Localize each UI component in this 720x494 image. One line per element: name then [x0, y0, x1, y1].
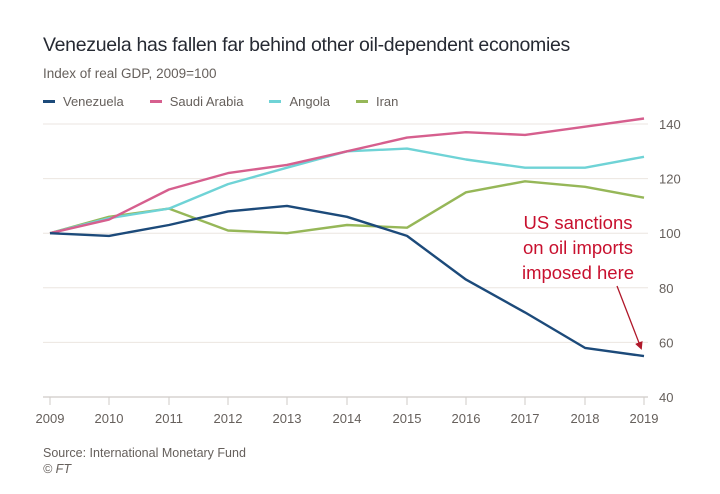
x-tick-label: 2014 — [333, 411, 362, 426]
y-tick-label: 80 — [659, 281, 673, 296]
chart-subtitle: Index of real GDP, 2009=100 — [43, 66, 217, 81]
x-tick-label: 2016 — [452, 411, 481, 426]
annotation-line-3: imposed here — [522, 262, 634, 283]
x-tick-label: 2015 — [393, 411, 422, 426]
legend-label: Venezuela — [63, 94, 124, 109]
x-tick-label: 2011 — [155, 411, 183, 426]
y-axis: 40 60 80 100 120 140 — [659, 117, 681, 405]
source-note: Source: International Monetary Fund — [43, 446, 246, 460]
legend-swatch-iran — [355, 100, 368, 103]
legend-swatch-saudi-arabia — [149, 100, 162, 103]
annotation: US sanctions on oil imports imposed here — [522, 212, 643, 350]
annotation-line-1: US sanctions — [524, 212, 633, 233]
annotation-arrow — [616, 285, 643, 350]
legend-label: Saudi Arabia — [169, 94, 244, 109]
copyright: © FT — [43, 462, 71, 476]
annotation-line-2: on oil imports — [523, 237, 633, 258]
legend-item-venezuela: Venezuela — [43, 94, 124, 109]
series-line-saudi-arabia — [49, 117, 645, 235]
y-tick-label: 140 — [659, 117, 681, 132]
x-tick-label: 2012 — [214, 411, 243, 426]
y-tick-label: 120 — [659, 172, 681, 187]
legend: Venezuela Saudi Arabia Angola Iran — [43, 94, 398, 109]
series-lines — [49, 117, 645, 358]
x-tick-label: 2018 — [571, 411, 600, 426]
x-tick-label: 2013 — [273, 411, 302, 426]
y-tick-label: 60 — [659, 335, 673, 350]
legend-item-angola: Angola — [269, 94, 330, 109]
x-tick-label: 2019 — [630, 411, 659, 426]
y-tick-label: 40 — [659, 390, 673, 405]
gridlines — [43, 123, 648, 398]
legend-item-iran: Iran — [355, 94, 399, 109]
legend-label: Iran — [375, 94, 399, 109]
series-line-venezuela — [49, 204, 645, 358]
x-tick-label: 2010 — [95, 411, 124, 426]
chart-title: Venezuela has fallen far behind other oi… — [43, 34, 571, 56]
legend-item-saudi-arabia: Saudi Arabia — [149, 94, 244, 109]
x-tick-label: 2017 — [511, 411, 540, 426]
y-tick-label: 100 — [659, 226, 681, 241]
legend-label: Angola — [289, 94, 330, 109]
legend-swatch-angola — [269, 100, 282, 103]
legend-swatch-venezuela — [43, 100, 55, 103]
x-tick-label: 2009 — [36, 411, 65, 426]
x-axis: 2009 2010 2011 2012 2013 2014 2015 2016 2017 2018… — [36, 397, 659, 426]
